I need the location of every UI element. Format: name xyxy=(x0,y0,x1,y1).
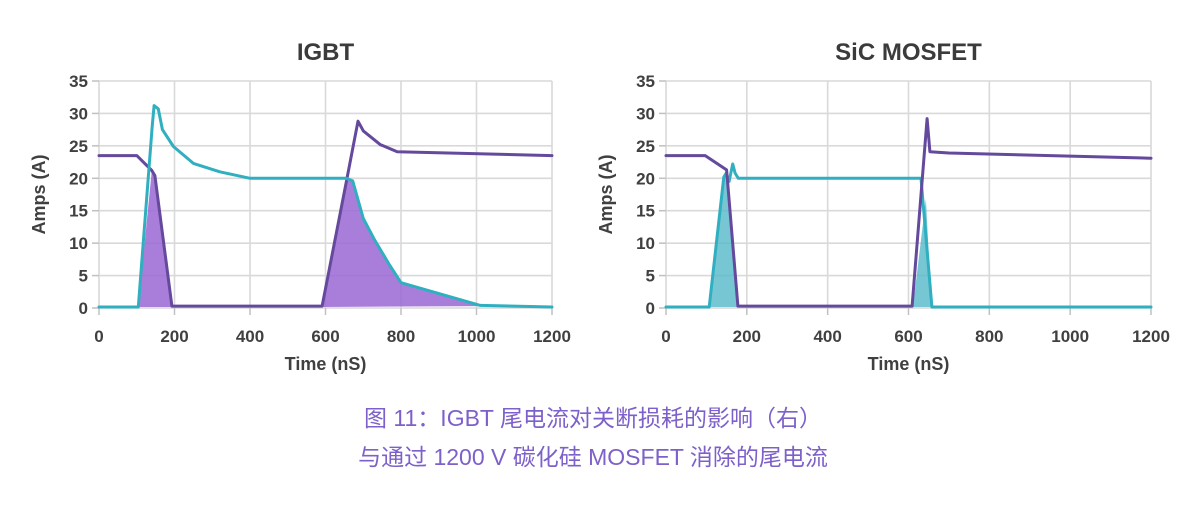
caption-line-1: 图 11：IGBT 尾电流对关断损耗的影响（右） xyxy=(364,405,822,431)
turn-off-overlap-loss-area xyxy=(912,199,932,307)
x-axis-label: Time (nS) xyxy=(285,354,367,374)
igbt-chart: 0 5 10 15 20 25 30 35 0 200 400 600 800 1000 1200 IGBT T… xyxy=(29,39,571,374)
chart-title: IGBT xyxy=(297,39,355,66)
x-axis-tick-label: 1200 xyxy=(1132,327,1170,346)
y-axis-tick-label: 10 xyxy=(636,234,655,253)
x-axis-tick-label: 1000 xyxy=(1051,327,1089,346)
turn-on-overlap-loss-area xyxy=(138,170,172,307)
chart-title: SiC MOSFET xyxy=(835,39,982,66)
y-axis-tick-label: 35 xyxy=(69,72,88,91)
y-axis-tick-label: 15 xyxy=(636,202,655,221)
x-axis-tick-label: 400 xyxy=(236,327,264,346)
x-axis-tick-label: 200 xyxy=(160,327,188,346)
y-axis-label: Amps (A) xyxy=(598,154,616,234)
x-axis-tick-label: 200 xyxy=(733,327,761,346)
x-axis-tick-label: 1000 xyxy=(458,327,496,346)
y-axis-tick-label: 5 xyxy=(646,267,655,286)
y-axis-label: Amps (A) xyxy=(29,154,49,234)
x-axis-label: Time (nS) xyxy=(868,354,950,374)
series-line-purple-device-current xyxy=(664,117,1153,308)
y-axis-tick-label: 0 xyxy=(646,299,655,318)
series-line-teal-complementary-current xyxy=(97,104,554,309)
caption-line-2: 与通过 1200 V 碳化硅 MOSFET 消除的尾电流 xyxy=(358,444,828,470)
x-axis-tick-label: 600 xyxy=(311,327,339,346)
x-axis-tick-label: 800 xyxy=(975,327,1003,346)
turn-off-tail-current-loss-area xyxy=(322,178,481,307)
y-axis-tick-label: 5 xyxy=(79,267,88,286)
y-axis-tick-label: 15 xyxy=(69,202,88,221)
x-axis-tick-label: 0 xyxy=(661,327,670,346)
y-axis-tick-label: 30 xyxy=(636,104,655,123)
x-axis-tick-label: 600 xyxy=(894,327,922,346)
series-line-teal-complementary-current xyxy=(664,162,1153,309)
x-axis-tick-label: 0 xyxy=(94,327,103,346)
y-axis-tick-label: 35 xyxy=(636,72,655,91)
x-axis-tick-label: 1200 xyxy=(533,327,571,346)
y-axis-tick-label: 25 xyxy=(69,137,88,156)
y-axis-tick-label: 0 xyxy=(79,299,88,318)
y-axis-tick-label: 25 xyxy=(636,137,655,156)
y-axis-tick-label: 30 xyxy=(69,104,88,123)
figure-caption: 图 11：IGBT 尾电流对关断损耗的影响（右） 与通过 1200 V 碳化硅 … xyxy=(0,399,1186,477)
sic-mosfet-chart: 0 5 10 15 20 25 30 35 0 200 400 600 800 1000 1200 SiC M… xyxy=(598,39,1170,374)
y-axis-tick-label: 20 xyxy=(636,169,655,188)
y-axis-tick-label: 20 xyxy=(69,169,88,188)
x-axis-tick-label: 400 xyxy=(813,327,841,346)
x-axis-tick-label: 800 xyxy=(387,327,415,346)
y-axis-tick-label: 10 xyxy=(69,234,88,253)
turn-on-overlap-loss-area xyxy=(709,173,738,307)
